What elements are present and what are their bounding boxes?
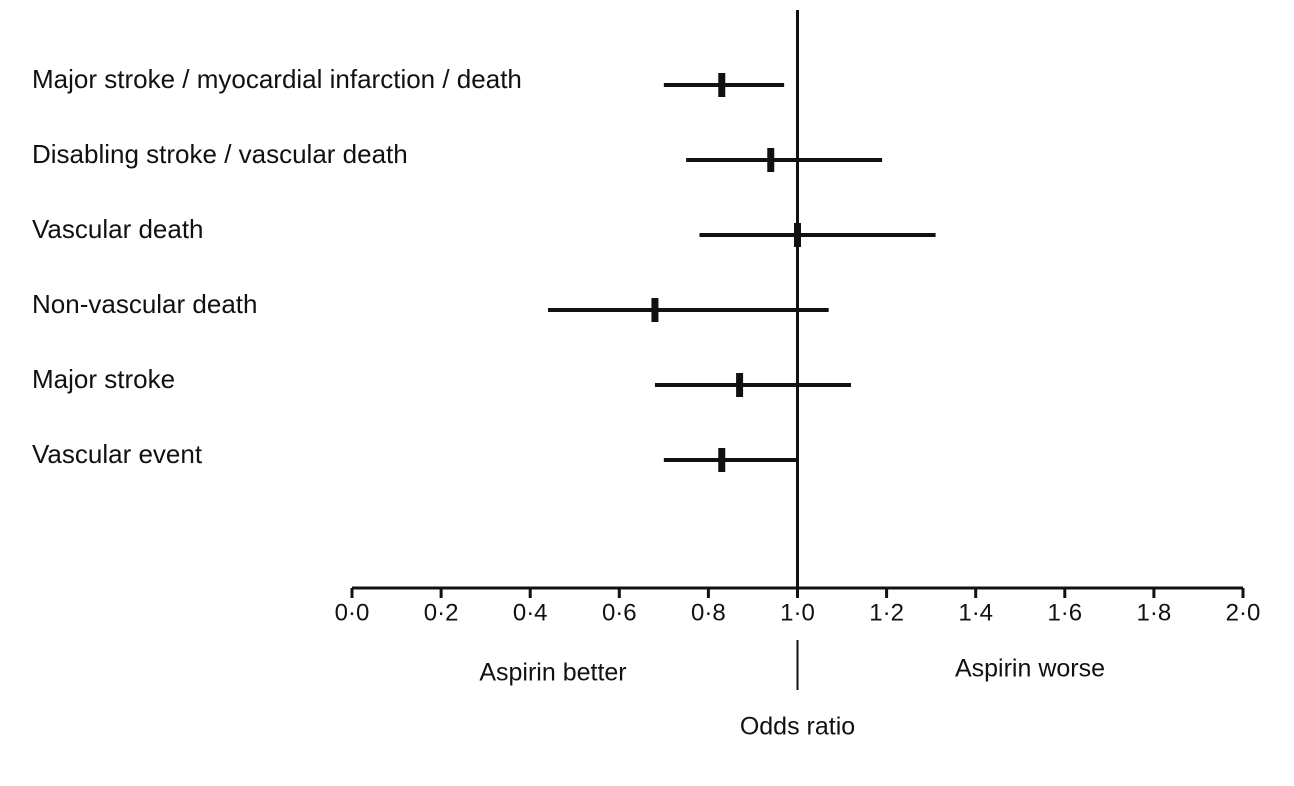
x-tick-label: 0·0 xyxy=(335,599,370,626)
x-tick-label: 1·8 xyxy=(1137,599,1172,626)
x-tick-label: 0·8 xyxy=(691,599,726,626)
row-label: Major stroke xyxy=(32,364,175,394)
x-tick-label: 1·6 xyxy=(1047,599,1082,626)
direction-label-right: Aspirin worse xyxy=(955,655,1105,683)
row-label: Non-vascular death xyxy=(32,289,257,319)
x-tick-label: 0·4 xyxy=(513,599,548,626)
x-tick-label: 1·2 xyxy=(869,599,904,626)
x-tick-label: 0·2 xyxy=(424,599,459,626)
x-tick-label: 1·4 xyxy=(958,599,993,626)
x-tick-label: 1·0 xyxy=(780,599,815,626)
row-label: Major stroke / myocardial infarction / d… xyxy=(32,64,522,94)
x-axis-title: Odds ratio xyxy=(740,713,855,741)
row-label: Vascular event xyxy=(32,439,203,469)
x-tick-label: 2·0 xyxy=(1226,599,1261,626)
direction-label-left: Aspirin better xyxy=(479,659,626,687)
row-label: Vascular death xyxy=(32,214,204,244)
row-label: Disabling stroke / vascular death xyxy=(32,139,408,169)
x-tick-label: 0·6 xyxy=(602,599,637,626)
